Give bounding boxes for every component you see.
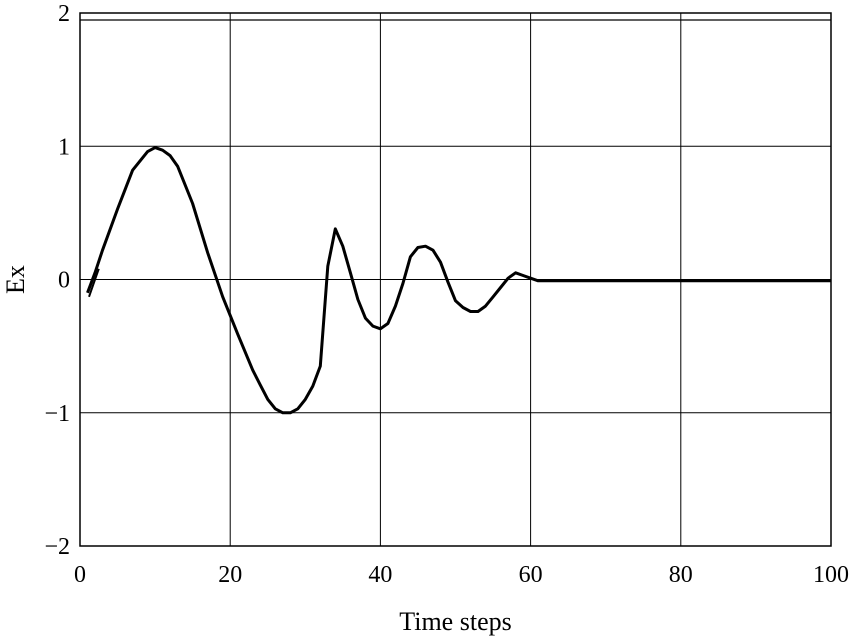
y-tick-label: 2: [58, 1, 70, 27]
y-tick-label: −1: [44, 401, 70, 427]
x-axis-label: Time steps: [399, 607, 511, 636]
y-tick-labels: 2 1 0 −1 −2: [44, 1, 70, 560]
x-tick-label: 20: [218, 562, 242, 588]
y-tick-label: 1: [58, 134, 70, 160]
series-line: [86, 146, 831, 415]
y-tick-label: −2: [44, 534, 70, 560]
y-tick-label: 0: [58, 268, 70, 294]
x-tick-labels: 0 20 40 60 80 100: [74, 562, 849, 588]
x-tick-label: 0: [74, 562, 86, 588]
grid-lines: [80, 13, 831, 546]
x-tick-label: 40: [368, 562, 392, 588]
y-axis-label: Ex: [1, 265, 30, 294]
x-tick-label: 100: [813, 562, 849, 588]
series-group: [86, 146, 831, 415]
x-tick-label: 60: [519, 562, 543, 588]
x-tick-label: 80: [669, 562, 693, 588]
start-mark: [88, 268, 100, 298]
